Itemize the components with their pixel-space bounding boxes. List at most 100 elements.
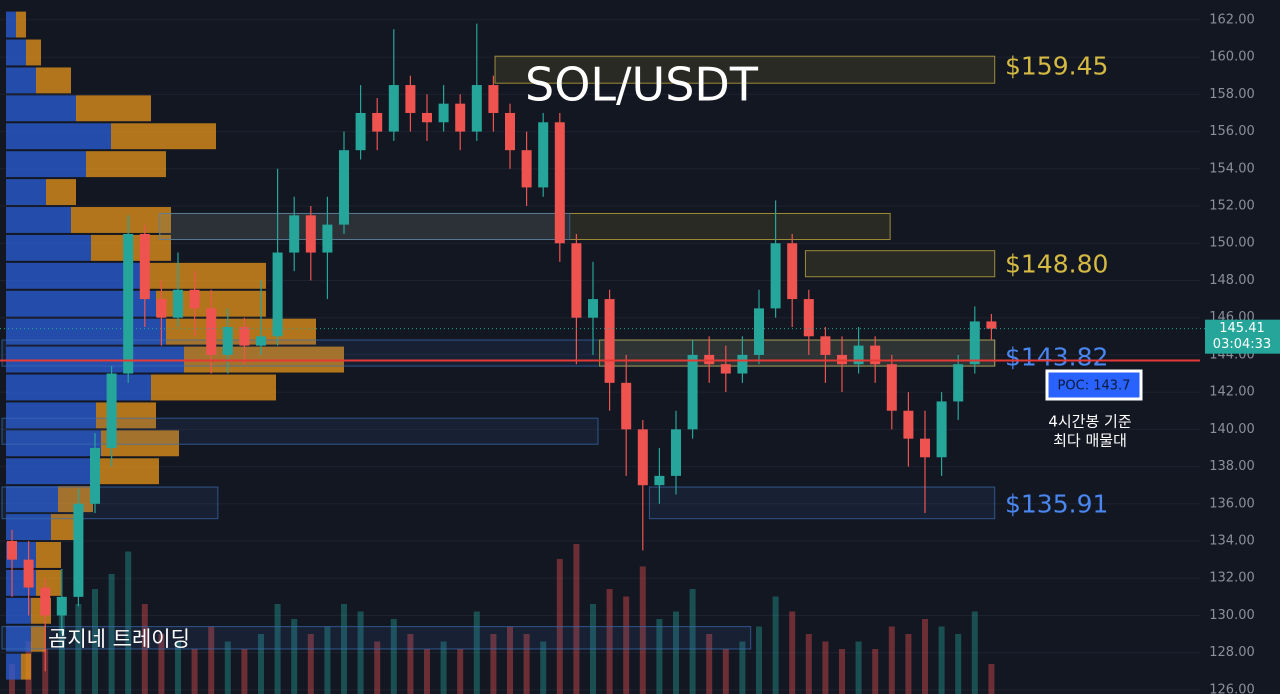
volume-bar [374,641,381,694]
y-tick-label: 136.00 [1209,496,1255,511]
profile-buy [6,123,111,150]
profile-buy [6,374,151,401]
candle-body [903,410,914,439]
volume-bar [224,641,231,694]
y-tick-label: 162.00 [1209,12,1255,27]
candle-body [455,103,466,132]
price-zone [599,339,996,367]
candle-body [355,112,366,151]
poc-box [1045,369,1143,401]
volume-bar [656,619,663,694]
volume-bar [523,634,530,694]
volume-bar [58,611,65,694]
candle-body [106,373,117,448]
profile-buy [6,597,31,624]
volume-bar [888,626,895,694]
volume-bar [872,649,879,694]
watermark: 곰지네 트레이딩 [48,627,190,651]
volume-bar [108,574,115,694]
price-zone [804,250,996,278]
volume-bar [955,634,962,694]
volume-bar [905,634,912,694]
candle-body [256,336,266,346]
volume-bar [706,634,713,694]
zone-label: $159.45 [1005,51,1108,80]
candle-body [289,215,300,253]
volume-bar [258,634,264,694]
candle-body [754,308,764,355]
profile-buy [6,95,76,122]
volume-bar [822,641,829,694]
volume-bar [689,589,696,694]
candle-body [488,85,499,113]
profile-buy [6,179,46,206]
volume-bar [407,634,414,694]
profile-buy [6,653,21,680]
price-zone [1,486,219,520]
zone-label: $143.82 [1005,342,1108,371]
profile-buy [6,402,96,429]
candle-body [471,85,482,132]
profile-buy [6,262,141,289]
y-tick-label: 152.00 [1209,199,1255,214]
volume-bar [473,611,480,694]
profile-sell [36,67,71,94]
profile-buy [6,486,58,513]
volume-bar [125,551,132,694]
candle-body [637,429,648,486]
volume-bar [457,649,464,694]
volume-bar [922,619,928,694]
candle-body [339,150,349,225]
candle-body [139,233,150,300]
volume-bar [175,641,181,694]
y-tick-label: 156.00 [1209,124,1255,139]
price-tag-value: 145.41 [1219,321,1265,336]
profile-buy [6,234,91,261]
volume-bar [938,626,945,694]
profile-buy [6,151,86,178]
profile-sell [26,39,41,66]
candle-body [521,150,532,188]
y-tick-label: 138.00 [1209,459,1255,474]
volume-bar [855,641,862,694]
candle-body [953,364,964,402]
candle-body [505,112,515,151]
volume-bar [208,626,215,694]
price-tag [1205,319,1280,354]
profile-buy [6,458,96,485]
candle-body [969,321,980,365]
candle-body [687,354,698,430]
candle-body [73,503,84,597]
candle-body [173,289,183,318]
candle-body [737,354,748,374]
candle-body [422,112,432,123]
candle-body [40,587,51,616]
profile-buy [6,207,71,233]
candle-body [886,364,897,411]
y-tick-label: 148.00 [1209,273,1255,288]
profile-buy [6,290,156,317]
volume-bar [241,649,248,694]
volume-bar [291,619,298,694]
candle-body [853,345,864,365]
profile-sell [76,95,151,122]
candle-body [322,224,333,253]
volume-bar [606,589,613,694]
candle-body [438,103,449,123]
profile-sell [86,151,166,178]
volume-bar [673,611,679,694]
volume-bar [623,596,630,694]
price-zone [1,417,599,445]
volume-bar [988,664,995,694]
volume-bar [507,626,513,694]
volume-bar [440,641,447,694]
candle-body [222,326,233,355]
candle-body [820,336,831,355]
profile-sell [111,123,216,150]
volume-bar [722,649,729,694]
volume-bar [307,634,314,694]
volume-bar [839,649,845,694]
profile-sell [96,402,156,429]
y-tick-label: 150.00 [1209,236,1255,251]
